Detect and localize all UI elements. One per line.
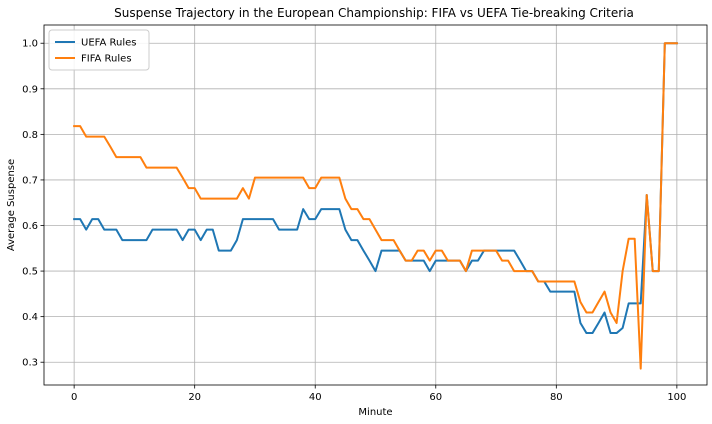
y-axis-label: Average Suspense bbox=[6, 159, 17, 251]
y-tick-label: 0.9 bbox=[22, 84, 38, 95]
y-axis-ticks: 0.3 0.4 0.5 0.6 0.7 0.8 0.9 1.0 bbox=[22, 39, 44, 369]
x-tick-label: 60 bbox=[429, 392, 442, 403]
legend-box bbox=[48, 29, 150, 71]
x-tick-label: 0 bbox=[71, 392, 77, 403]
y-tick-label: 0.4 bbox=[22, 312, 38, 323]
x-tick-label: 20 bbox=[188, 392, 201, 403]
y-tick-label: 0.7 bbox=[22, 175, 38, 186]
legend-label: UEFA Rules bbox=[81, 38, 136, 49]
legend: UEFA Rules FIFA Rules bbox=[48, 29, 150, 71]
grid bbox=[44, 25, 707, 385]
series-layer bbox=[73, 42, 678, 370]
plot-frame bbox=[43, 24, 708, 386]
series-line-1 bbox=[73, 42, 678, 335]
y-tick-label: 0.6 bbox=[22, 221, 38, 232]
series-line-2 bbox=[73, 42, 678, 370]
y-tick-label: 1.0 bbox=[22, 39, 38, 50]
x-tick-label: 80 bbox=[550, 392, 563, 403]
x-tick-label: 40 bbox=[309, 392, 322, 403]
chart-title: Suspense Trajectory in the European Cham… bbox=[114, 6, 634, 20]
legend-label: FIFA Rules bbox=[81, 54, 132, 65]
x-axis-label: Minute bbox=[358, 407, 392, 418]
y-tick-label: 0.8 bbox=[22, 130, 38, 141]
x-axis-ticks: 0 20 40 60 80 100 bbox=[71, 385, 686, 403]
y-tick-label: 0.3 bbox=[22, 358, 38, 369]
x-tick-label: 100 bbox=[667, 392, 686, 403]
y-tick-label: 0.5 bbox=[22, 267, 38, 278]
